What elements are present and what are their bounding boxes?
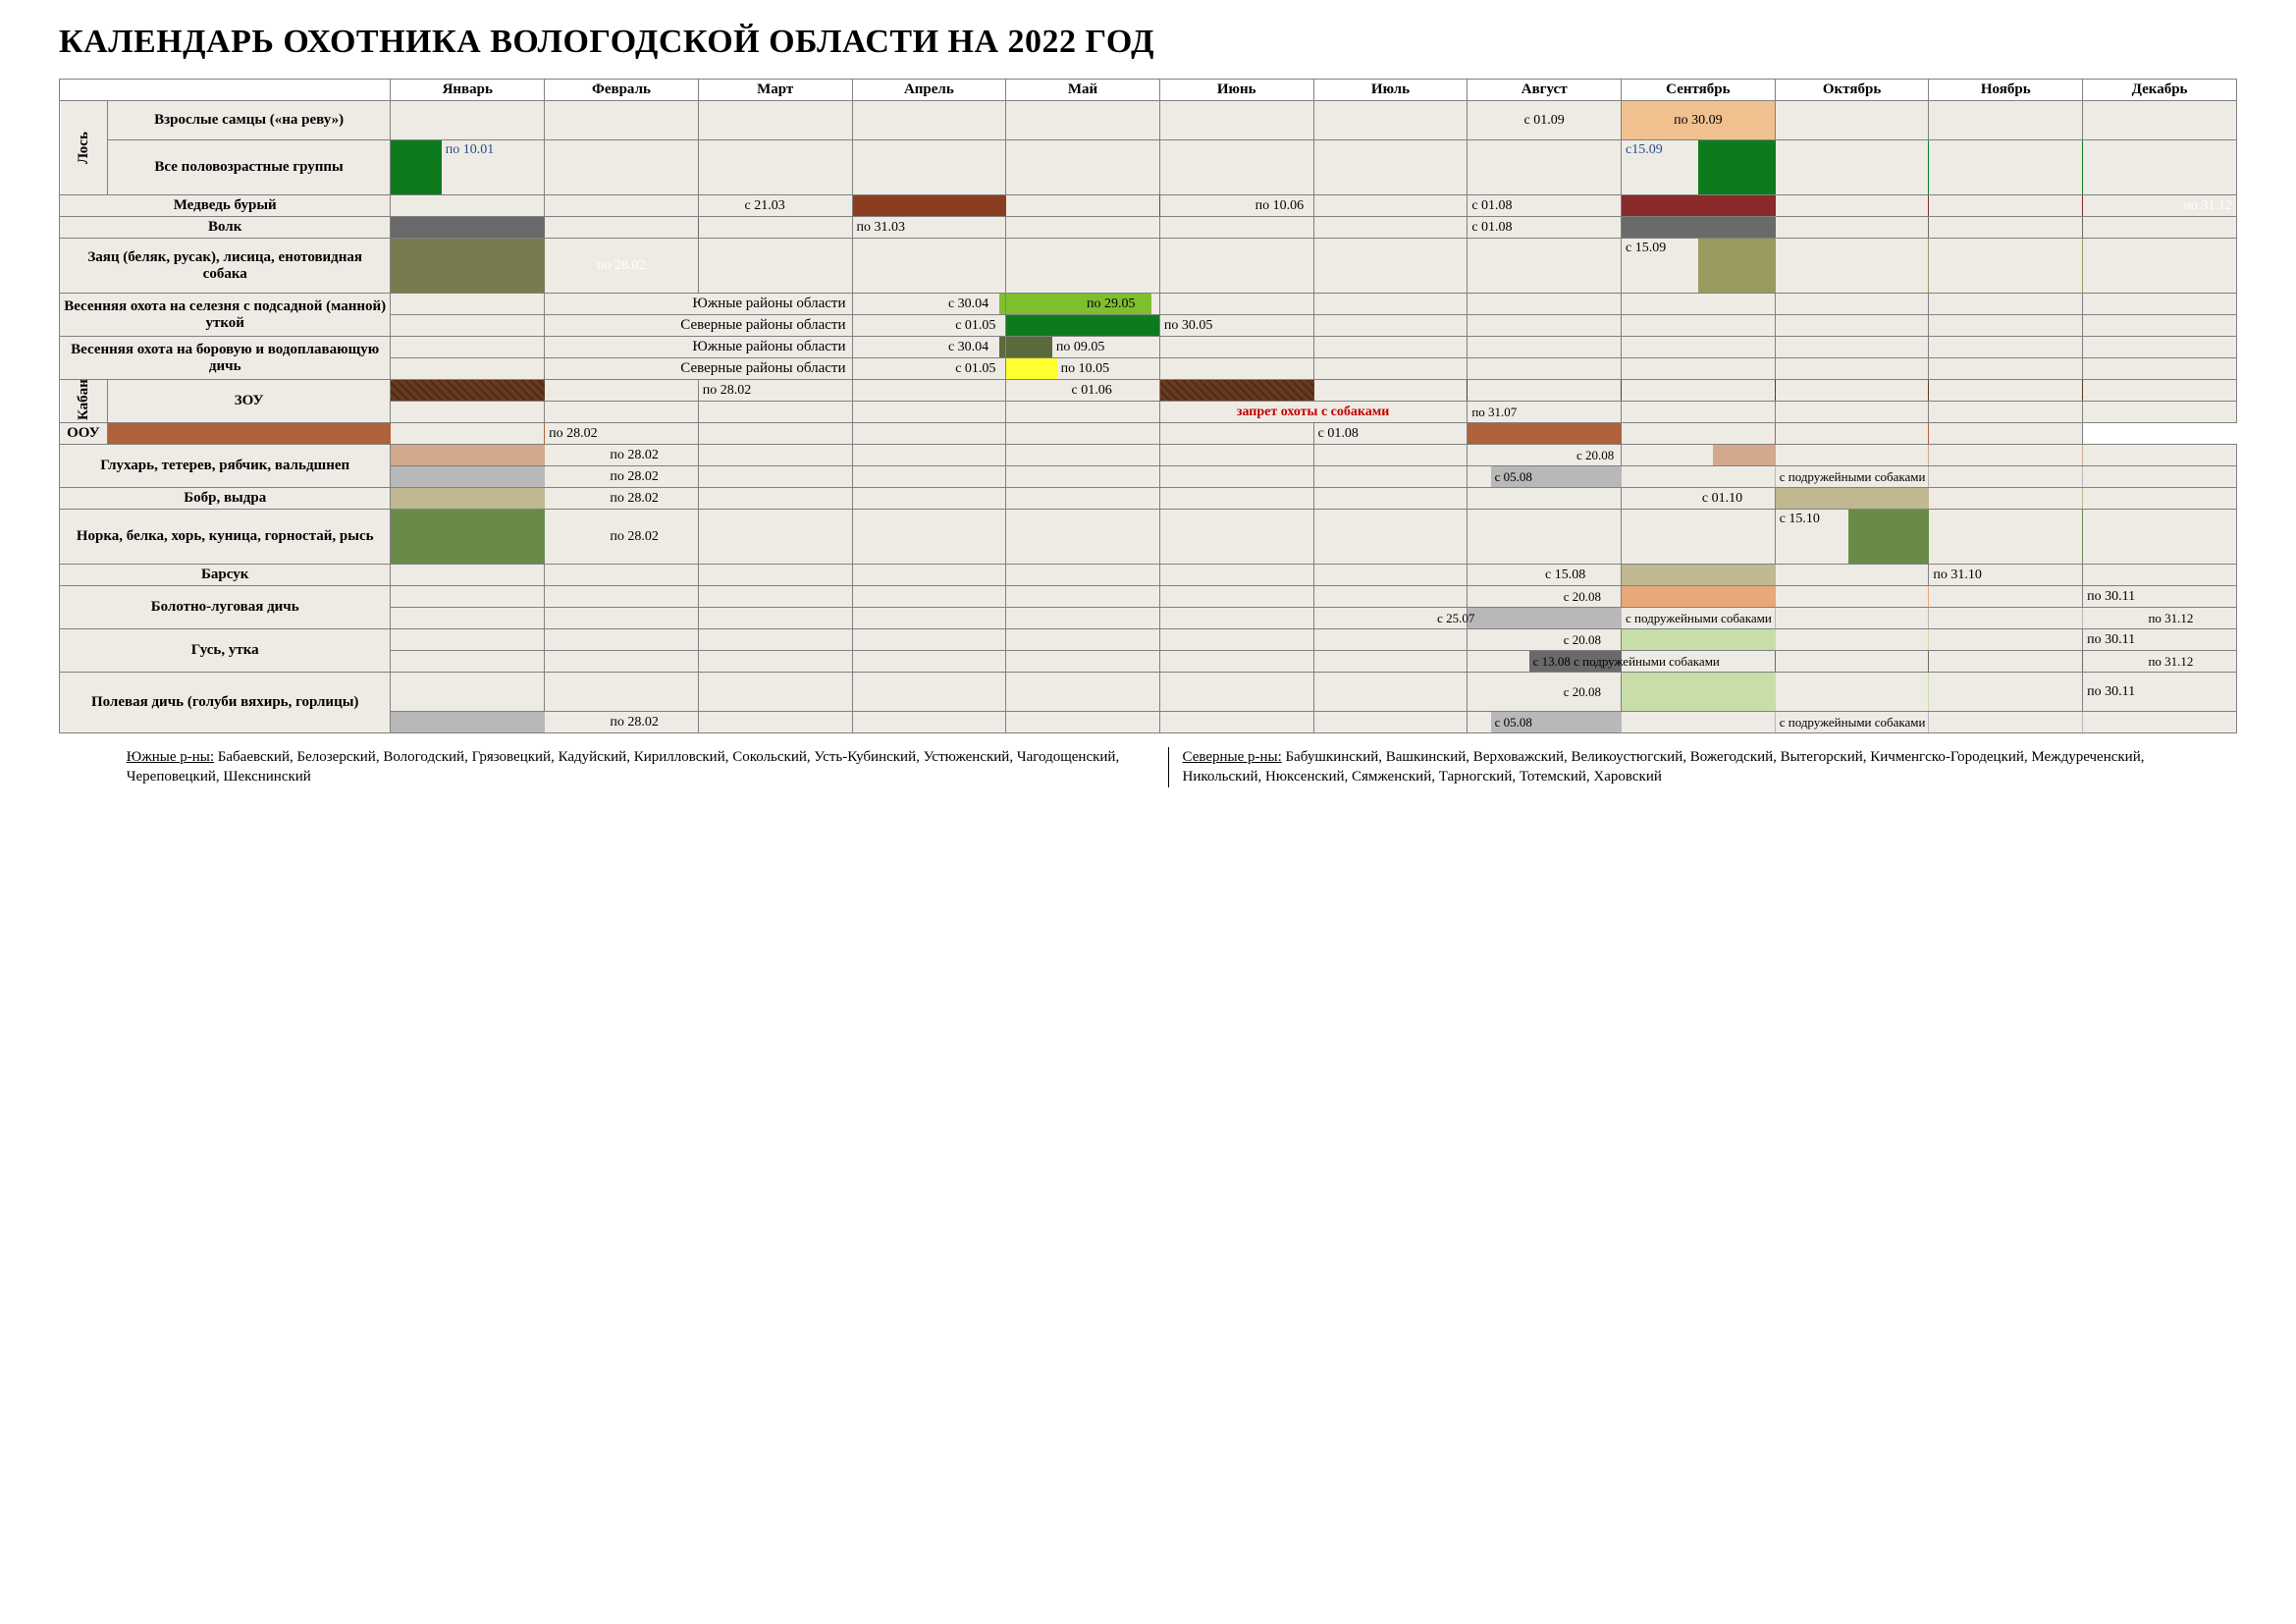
rowlabel-beaver: Бобр, выдра bbox=[60, 488, 391, 510]
row-marsh-1: Болотно-луговая дичьс 20.08по 30.11 bbox=[60, 586, 2237, 608]
north-list: Бабушкинский, Вашкинский, Верховажский, … bbox=[1183, 749, 2145, 785]
row-field-1: Полевая дичь (голуби вяхирь, горлицы)с 2… bbox=[60, 673, 2237, 712]
footnotes: Южные р-ны: Бабаевский, Белозерский, Вол… bbox=[59, 747, 2237, 787]
footnote-south: Южные р-ны: Бабаевский, Белозерский, Вол… bbox=[127, 747, 1129, 787]
rowlabel-bear: Медведь бурый bbox=[60, 195, 391, 217]
row-beaver: Бобр, выдрапо 28.02с 01.10 bbox=[60, 488, 2237, 510]
rowlabel-moose-all: Все половозрастные группы bbox=[107, 140, 391, 195]
row-hare: Заяц (беляк, русак), лисица, енотовидная… bbox=[60, 239, 2237, 294]
rowlabel-badger: Барсук bbox=[60, 565, 391, 586]
rowlabel-grouse-1: Глухарь, тетерев, рябчик, вальдшнеп bbox=[60, 445, 391, 488]
rowlabel-goose-1: Гусь, утка bbox=[60, 629, 391, 673]
rowlabel-field-1: Полевая дичь (голуби вяхирь, горлицы) bbox=[60, 673, 391, 733]
rowlabel-boar-zou-1: ЗОУ bbox=[107, 380, 391, 423]
calendar-table: ЯнварьФевральМартАпрельМайИюньИюльАвгуст… bbox=[59, 79, 2237, 733]
rowlabel-mink: Норка, белка, хорь, куница, горностай, р… bbox=[60, 510, 391, 565]
row-goose-1: Гусь, уткас 20.08по 30.11 bbox=[60, 629, 2237, 651]
south-list: Бабаевский, Белозерский, Вологодский, Гр… bbox=[127, 749, 1119, 785]
rowlabel-spring-game-south: Весенняя охота на боровую и водоплавающу… bbox=[60, 337, 391, 380]
row-boar-oou: ООУпо 28.02с 01.08 bbox=[60, 423, 2237, 445]
row-moose-all: Все половозрастные группыпо 10.01с15.09 bbox=[60, 140, 2237, 195]
row-boar-zou-1: КабанЗОУпо 28.02с 01.06 bbox=[60, 380, 2237, 402]
vgroup-moose: Лось bbox=[60, 101, 108, 195]
rowlabel-boar-oou: ООУ bbox=[60, 423, 108, 445]
rowlabel-hare: Заяц (беляк, русак), лисица, енотовидная… bbox=[60, 239, 391, 294]
row-grouse-1: Глухарь, тетерев, рябчик, вальдшнеппо 28… bbox=[60, 445, 2237, 466]
row-wolf: Волкпо 31.03с 01.08 bbox=[60, 217, 2237, 239]
row-spring-game-south: Весенняя охота на боровую и водоплавающу… bbox=[60, 337, 2237, 358]
north-title: Северные р-ны: bbox=[1183, 749, 1282, 765]
rowlabel-marsh-1: Болотно-луговая дичь bbox=[60, 586, 391, 629]
row-moose-adult: ЛосьВзрослые самцы («на реву»)с 01.09по … bbox=[60, 101, 2237, 140]
calendar-table-wrap: ЯнварьФевральМартАпрельМайИюньИюльАвгуст… bbox=[59, 79, 2237, 733]
rowlabel-wolf: Волк bbox=[60, 217, 391, 239]
row-spring-duck-south: Весенняя охота на селезня с подсадной (м… bbox=[60, 294, 2237, 315]
footnote-north: Северные р-ны: Бабушкинский, Вашкинский,… bbox=[1168, 747, 2170, 787]
row-badger: Барсукс 15.08по 31.10 bbox=[60, 565, 2237, 586]
row-bear: Медведь бурыйс 21.03по 10.06с 01.08по 31… bbox=[60, 195, 2237, 217]
page-title: КАЛЕНДАРЬ ОХОТНИКА ВОЛОГОДСКОЙ ОБЛАСТИ Н… bbox=[59, 24, 2237, 61]
row-mink: Норка, белка, хорь, куница, горностай, р… bbox=[60, 510, 2237, 565]
vgroup-boar: Кабан bbox=[60, 380, 108, 423]
south-title: Южные р-ны: bbox=[127, 749, 214, 765]
rowlabel-moose-adult: Взрослые самцы («на реву») bbox=[107, 101, 391, 140]
rowlabel-spring-duck-south: Весенняя охота на селезня с подсадной (м… bbox=[60, 294, 391, 337]
